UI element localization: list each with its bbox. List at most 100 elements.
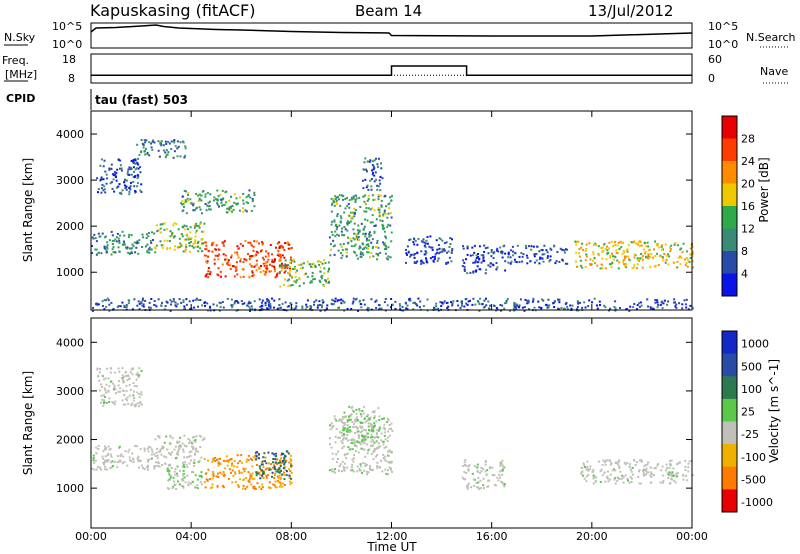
scatter-cell — [364, 178, 367, 181]
scatter-cell — [263, 258, 265, 261]
scatter-cell — [475, 254, 478, 257]
scatter-cell — [184, 200, 187, 203]
scatter-cell — [261, 460, 264, 463]
scatter-cell — [362, 232, 365, 235]
scatter-cell — [213, 196, 216, 199]
scatter-cell — [639, 459, 641, 462]
scatter-cell — [487, 264, 490, 267]
scatter-cell — [276, 307, 279, 310]
scatter-cell — [201, 212, 203, 215]
scatter-cell — [379, 182, 382, 185]
scatter-cell — [340, 217, 343, 220]
scatter-cell — [404, 301, 407, 304]
scatter-cell — [665, 259, 668, 262]
scatter-cell — [352, 195, 355, 198]
scatter-cell — [187, 437, 190, 440]
scatter-cell — [527, 301, 530, 304]
scatter-cell — [414, 252, 416, 255]
scatter-cell — [384, 248, 386, 251]
scatter-cell — [467, 465, 470, 468]
scatter-cell — [464, 464, 466, 466]
scatter-cell — [633, 256, 636, 259]
scatter-cell — [153, 453, 156, 456]
scatter-cell — [110, 466, 113, 469]
scatter-cell — [198, 206, 201, 209]
scatter-cell — [374, 224, 377, 227]
scatter-cell — [687, 462, 690, 465]
scatter-cell — [284, 267, 287, 269]
scatter-cell — [537, 300, 540, 303]
scatter-cell — [472, 270, 475, 273]
scatter-cell — [359, 413, 362, 416]
scatter-cell — [364, 232, 367, 235]
scatter-cell — [334, 471, 337, 474]
scatter-cell — [111, 187, 114, 190]
scatter-cell — [540, 307, 543, 310]
scatter-cell — [100, 176, 103, 179]
scatter-cell — [425, 239, 428, 242]
scatter-cell — [339, 204, 342, 207]
scatter-cell — [234, 472, 237, 475]
scatter-cell — [384, 459, 387, 462]
scatter-cell — [164, 305, 167, 308]
scatter-cell — [227, 477, 230, 480]
scatter-cell — [153, 232, 156, 235]
scatter-cell — [255, 240, 258, 243]
scatter-cell — [264, 271, 267, 273]
scatter-cell — [154, 438, 157, 441]
scatter-cell — [212, 472, 215, 475]
scatter-cell — [233, 302, 236, 305]
scatter-cell — [110, 301, 113, 304]
scatter-cell — [199, 208, 202, 211]
scatter-cell — [604, 306, 607, 309]
scatter-cell — [146, 250, 149, 253]
scatter-cell — [285, 459, 288, 462]
scatter-cell — [445, 302, 448, 304]
scatter-cell — [343, 309, 346, 312]
scatter-cell — [192, 246, 195, 249]
scatter-cell — [192, 242, 195, 245]
scatter-cell — [172, 300, 175, 303]
scatter-cell — [425, 257, 427, 260]
scatter-cell — [334, 418, 337, 420]
scatter-cell — [336, 461, 338, 463]
scatter-cell — [499, 304, 502, 306]
scatter-cell — [295, 305, 298, 308]
scatter-cell — [226, 464, 229, 467]
scatter-cell — [348, 419, 351, 421]
scatter-cell — [359, 469, 362, 472]
scatter-cell — [358, 469, 361, 472]
scatter-cell — [129, 459, 131, 462]
scatter-cell — [381, 226, 384, 229]
scatter-cell — [598, 300, 601, 303]
scatter-cell — [127, 375, 130, 377]
scatter-cell — [153, 300, 156, 302]
scatter-cell — [184, 481, 187, 484]
scatter-cell — [378, 179, 381, 182]
scatter-cell — [190, 202, 193, 205]
scatter-cell — [623, 251, 626, 254]
scatter-cell — [118, 370, 121, 373]
scatter-cell — [288, 243, 291, 246]
scatter-cell — [639, 301, 642, 304]
scatter-cell — [619, 240, 622, 243]
scatter-cell — [367, 436, 370, 439]
scatter-cell — [423, 253, 426, 256]
scatter-cell — [463, 261, 466, 264]
scatter-cell — [94, 248, 97, 251]
scatter-cell — [376, 258, 379, 261]
scatter-cell — [230, 256, 233, 259]
freq-tick-high: 18 — [62, 53, 76, 66]
scatter-cell — [359, 253, 362, 256]
scatter-cell — [368, 429, 370, 431]
scatter-cell — [370, 178, 373, 180]
scatter-cell — [310, 265, 312, 268]
scatter-cell — [472, 297, 475, 300]
scatter-cell — [105, 401, 108, 404]
scatter-cell — [476, 300, 479, 302]
scatter-cell — [615, 249, 618, 252]
scatter-cell — [334, 198, 337, 201]
scatter-cell — [689, 253, 692, 256]
scatter-cell — [142, 297, 144, 300]
scatter-cell — [279, 478, 282, 480]
